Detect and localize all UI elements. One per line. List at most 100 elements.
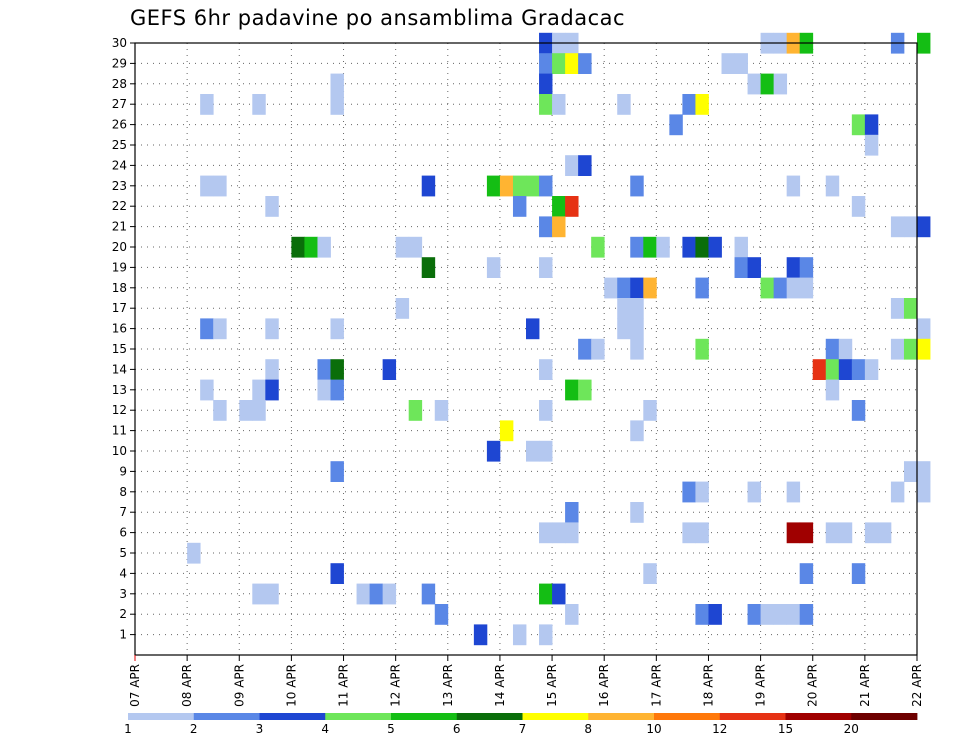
heatmap-cell bbox=[330, 318, 344, 340]
data-cells bbox=[187, 32, 931, 646]
heatmap-cell bbox=[773, 277, 788, 299]
heatmap-cell bbox=[812, 359, 827, 380]
heatmap-cell bbox=[408, 400, 423, 421]
y-tick-label: 24 bbox=[112, 158, 127, 172]
heatmap-cell bbox=[200, 379, 214, 401]
y-tick-label: 8 bbox=[119, 485, 127, 499]
heatmap-cell bbox=[917, 481, 931, 503]
heatmap-cell bbox=[786, 175, 801, 197]
heatmap-cell bbox=[526, 440, 540, 462]
heatmap-cell bbox=[786, 257, 801, 278]
legend-swatch bbox=[851, 713, 918, 720]
heatmap-cell bbox=[799, 257, 814, 278]
heatmap-cell bbox=[825, 175, 840, 197]
x-tick-label: 09 APR bbox=[232, 664, 246, 707]
heatmap-cell bbox=[317, 359, 331, 380]
y-tick-label: 14 bbox=[112, 362, 127, 376]
heatmap-cell bbox=[799, 277, 814, 299]
y-tick-label: 20 bbox=[112, 240, 127, 254]
heatmap-cell bbox=[708, 604, 722, 625]
heatmap-cell bbox=[864, 134, 879, 156]
heatmap-cell bbox=[799, 563, 814, 584]
heatmap-cell bbox=[200, 318, 214, 340]
heatmap-cell bbox=[760, 604, 775, 625]
heatmap-cell bbox=[617, 94, 631, 115]
heatmap-cell bbox=[539, 359, 553, 380]
heatmap-cell bbox=[825, 359, 840, 380]
x-tick-label: 13 APR bbox=[441, 664, 455, 707]
heatmap-cell bbox=[499, 420, 514, 442]
heatmap-cell bbox=[786, 481, 801, 503]
heatmap-cell bbox=[682, 94, 696, 115]
heatmap-cell bbox=[330, 461, 344, 482]
heatmap-cell bbox=[669, 114, 683, 136]
heatmap-cell bbox=[786, 604, 801, 625]
heatmap-cell bbox=[617, 318, 631, 340]
heatmap-cell bbox=[539, 583, 553, 605]
legend-label: 6 bbox=[453, 722, 461, 736]
x-tick-label: 07 APR bbox=[128, 664, 142, 707]
heatmap-cell bbox=[747, 481, 761, 503]
heatmap-cell bbox=[630, 236, 644, 258]
heatmap-cell bbox=[630, 318, 644, 340]
heatmap-cell bbox=[773, 73, 788, 95]
y-tick-label: 25 bbox=[112, 138, 127, 152]
y-tick-label: 12 bbox=[112, 403, 127, 417]
legend-label: 15 bbox=[778, 722, 793, 736]
heatmap-cell bbox=[330, 73, 344, 95]
heatmap-cell bbox=[239, 400, 253, 421]
x-tick-label: 18 APR bbox=[702, 664, 716, 707]
heatmap-cell bbox=[617, 298, 631, 319]
heatmap-cell bbox=[695, 604, 709, 625]
y-tick-label: 1 bbox=[119, 628, 127, 642]
heatmap-cell bbox=[643, 236, 657, 258]
legend-label: 10 bbox=[646, 722, 661, 736]
x-tick-label: 10 APR bbox=[284, 664, 298, 707]
x-tick-label: 11 APR bbox=[337, 664, 351, 707]
color-legend: 1 2 3 4 5 6 7 8 10 12 15 20 bbox=[124, 713, 918, 736]
y-tick-label: 10 bbox=[112, 444, 127, 458]
heatmap-cell bbox=[265, 196, 279, 217]
heatmap-cell bbox=[526, 318, 540, 340]
heatmap-cell bbox=[434, 604, 449, 625]
y-tick-label: 23 bbox=[112, 179, 127, 193]
heatmap-cell bbox=[617, 277, 631, 299]
heatmap-cell bbox=[187, 542, 201, 564]
y-tick-label: 9 bbox=[119, 464, 127, 478]
heatmap-cell bbox=[578, 53, 592, 74]
heatmap-cell bbox=[799, 522, 814, 544]
heatmap-cell bbox=[838, 522, 853, 544]
x-tick-label: 12 APR bbox=[389, 664, 403, 707]
heatmap-cell bbox=[252, 583, 266, 605]
heatmap-cell bbox=[917, 318, 931, 340]
heatmap-cell bbox=[565, 522, 579, 544]
heatmap-cell bbox=[421, 257, 436, 278]
y-tick-label: 4 bbox=[119, 566, 127, 580]
heatmap-cell bbox=[721, 53, 735, 74]
legend-swatch bbox=[654, 713, 721, 720]
heatmap-cell bbox=[265, 379, 279, 401]
y-tick-label: 5 bbox=[119, 546, 127, 560]
x-axis: 07 APR 08 APR 09 APR 10 APR 11 APR 12 APR 13 A… bbox=[128, 655, 924, 707]
legend-swatch bbox=[193, 713, 260, 720]
heatmap-cell bbox=[200, 94, 214, 115]
heatmap-cell bbox=[539, 216, 553, 238]
heatmap-cell bbox=[565, 604, 579, 625]
x-tick-label: 14 APR bbox=[493, 664, 507, 707]
heatmap-cell bbox=[734, 257, 748, 278]
heatmap-cell bbox=[291, 236, 305, 258]
y-axis: 1234567891011121314151617181920212223242… bbox=[112, 36, 135, 642]
heatmap-cell bbox=[499, 175, 514, 197]
heatmap-cell bbox=[695, 277, 709, 299]
heatmap-cell bbox=[265, 318, 279, 340]
heatmap-cell bbox=[330, 94, 344, 115]
heatmap-cell bbox=[382, 583, 397, 605]
heatmap-cell bbox=[552, 94, 566, 115]
heatmap-cell bbox=[408, 236, 423, 258]
heatmap-cell bbox=[682, 481, 696, 503]
heatmap-cell bbox=[552, 583, 566, 605]
heatmap-cell bbox=[512, 196, 527, 217]
heatmap-cell bbox=[213, 318, 227, 340]
legend-swatch bbox=[259, 713, 326, 720]
heatmap-cell bbox=[565, 53, 579, 74]
